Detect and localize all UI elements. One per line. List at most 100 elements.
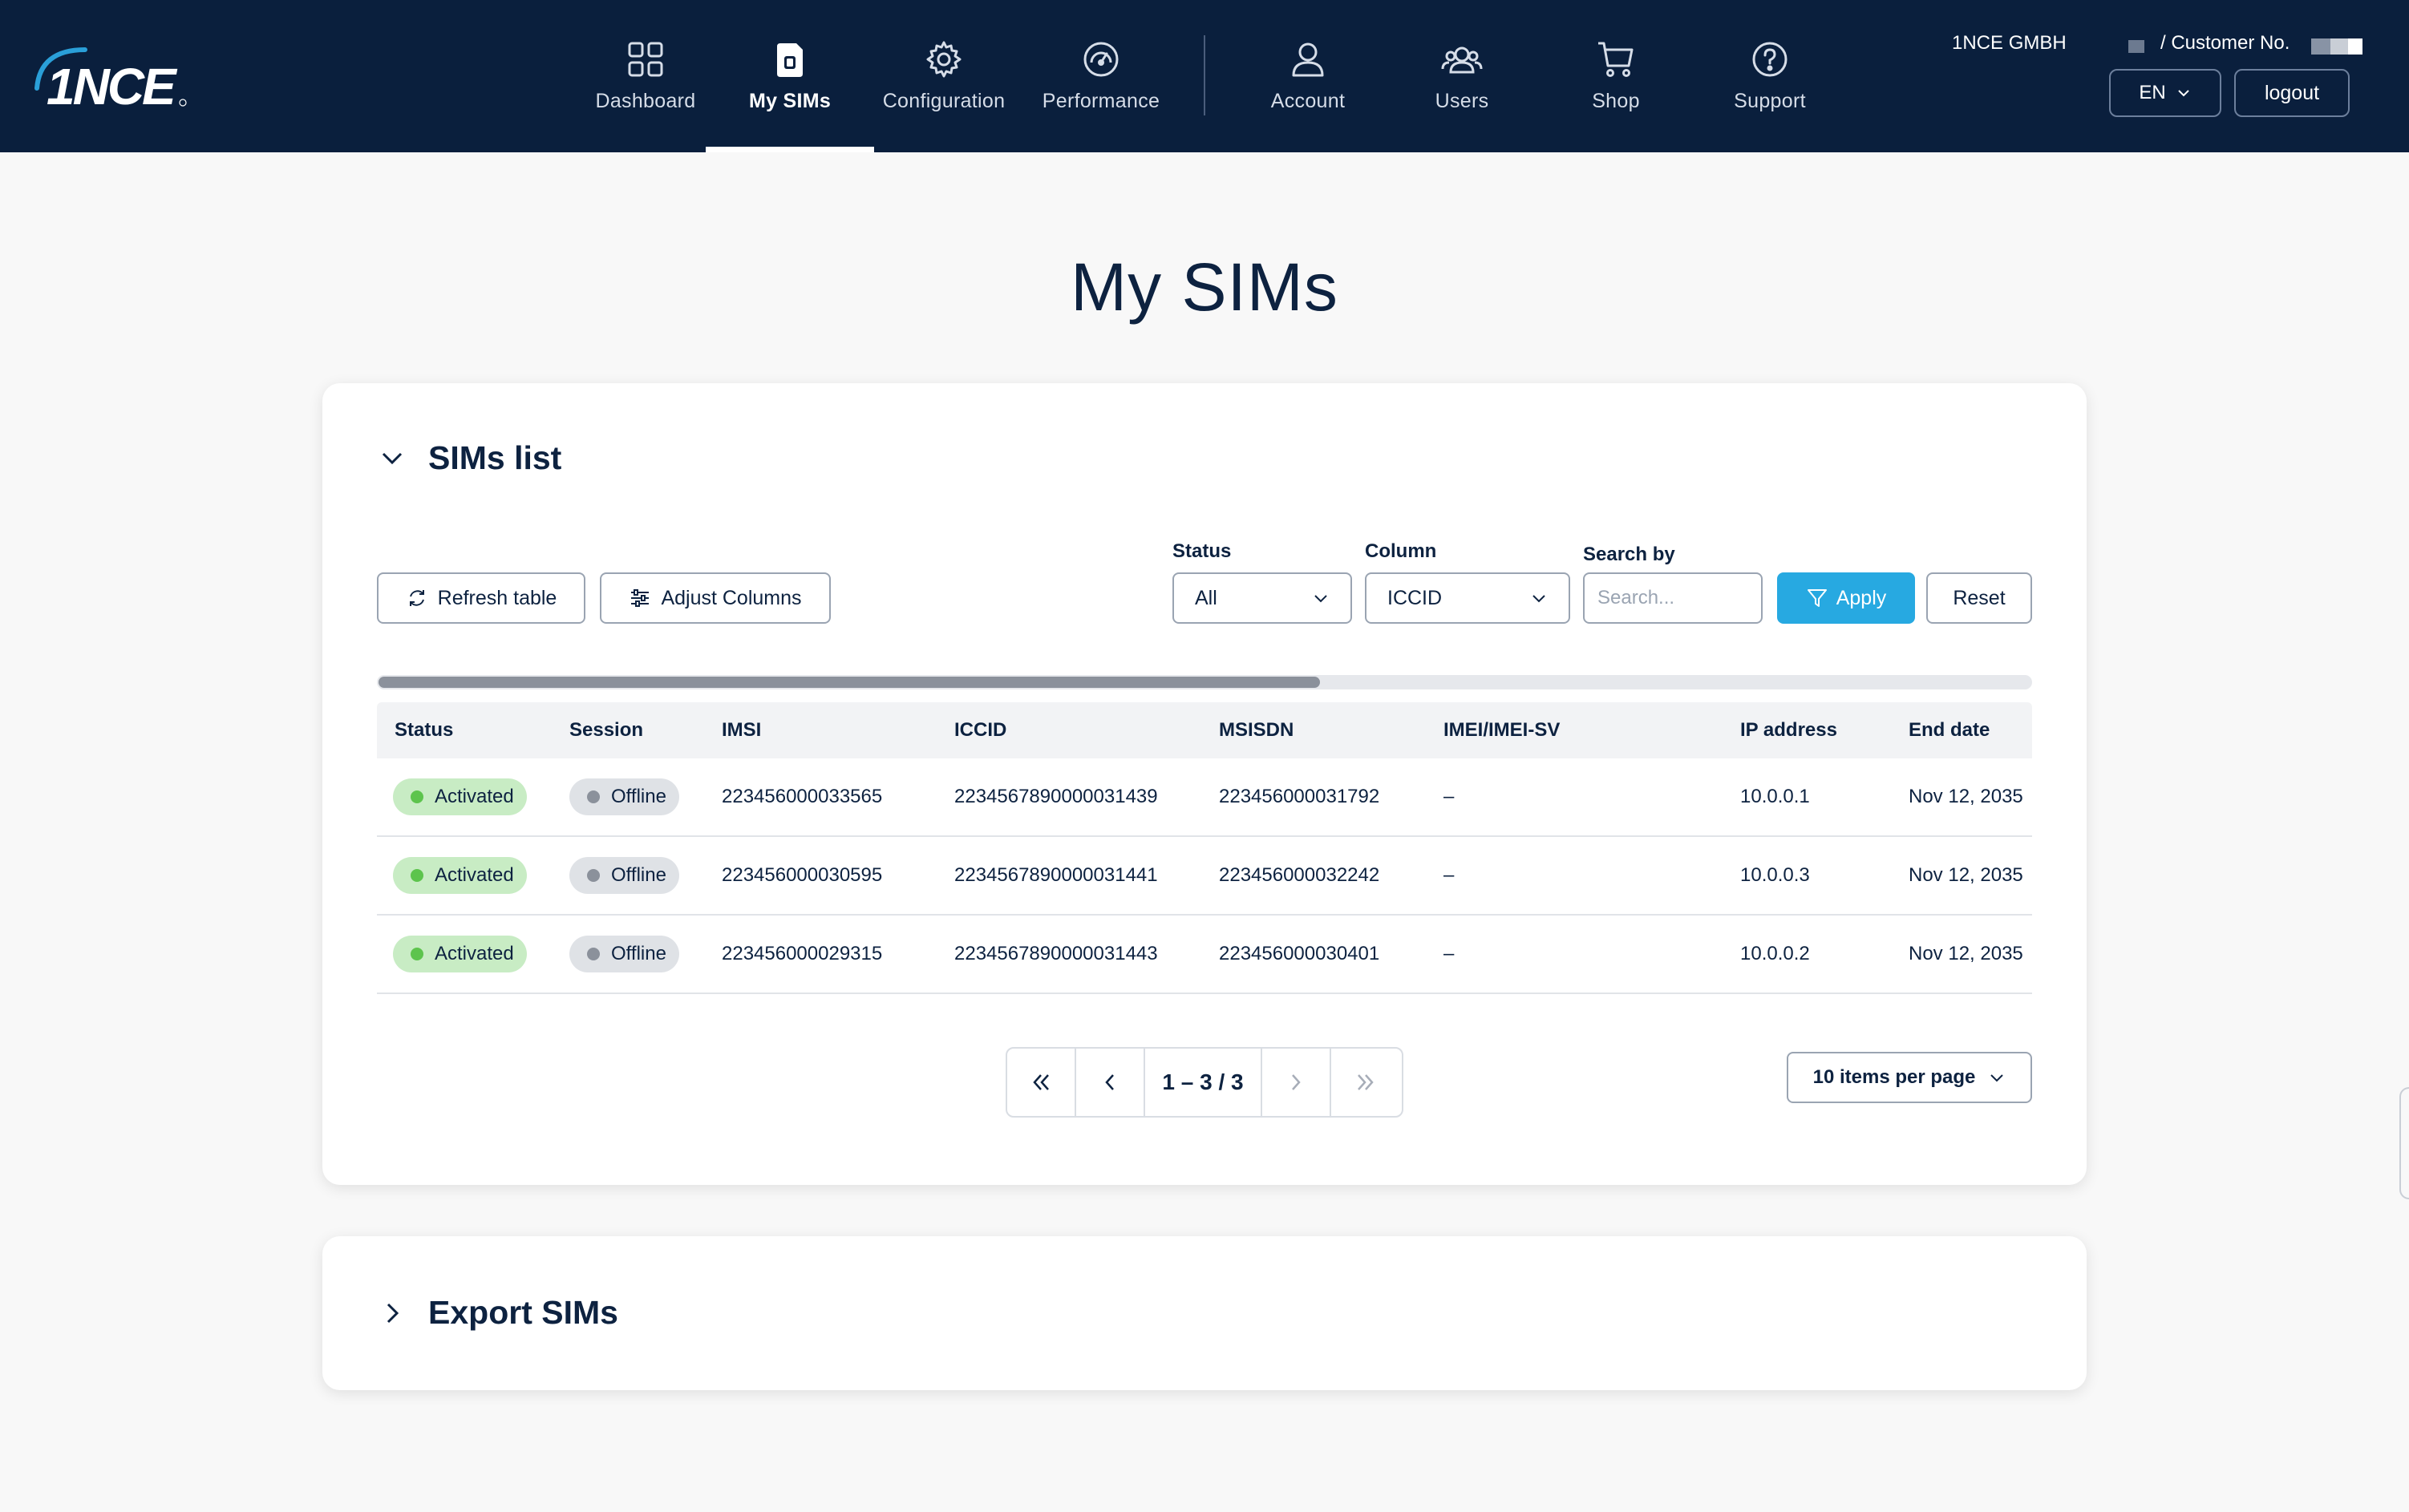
logout-button[interactable]: logout (2234, 69, 2350, 117)
refresh-icon (409, 590, 424, 606)
redacted-block (2348, 38, 2362, 55)
column-header-session[interactable]: Session (569, 719, 644, 741)
horizontal-scrollbar-thumb[interactable] (379, 677, 1320, 688)
status-text: Activated (435, 943, 514, 964)
nav-item-support[interactable]: Support (1686, 0, 1854, 152)
cart-icon (1595, 38, 1637, 80)
top-navigation-bar: 1NCE Dashboard My SIMs (0, 0, 2409, 152)
items-per-page-select[interactable]: 10 items per page (1787, 1052, 2032, 1103)
ip-address-cell: 10.0.0.1 (1740, 786, 1810, 807)
chevron-down-icon (1532, 595, 1545, 603)
status-text: Activated (435, 786, 514, 807)
msisdn-cell: 223456000030401 (1219, 943, 1380, 964)
msisdn-cell: 223456000032242 (1219, 864, 1380, 886)
nav-item-performance[interactable]: Performance (1017, 0, 1185, 152)
column-header-imei[interactable]: IMEI/IMEI-SV (1443, 719, 1561, 741)
horizontal-scrollbar[interactable] (377, 675, 2032, 689)
side-panel-handle[interactable] (2399, 1087, 2409, 1199)
export-sims-header[interactable]: Export SIMs (379, 1294, 618, 1332)
export-sims-card: Export SIMs (322, 1236, 2087, 1390)
nav-label-support: Support (1734, 90, 1806, 112)
last-page-button[interactable] (1331, 1049, 1400, 1116)
chevron-left-icon (1105, 1074, 1114, 1090)
nav-item-dashboard[interactable]: Dashboard (561, 0, 730, 152)
session-dot-icon (587, 948, 600, 960)
column-header-end-date[interactable]: End date (1909, 719, 1990, 741)
table-header: Status Session IMSI ICCID MSISDN IMEI/IM… (377, 702, 2032, 758)
adjust-columns-button[interactable]: Adjust Columns (600, 572, 831, 624)
nav-item-my-sims[interactable]: My SIMs (706, 0, 874, 152)
apply-button[interactable]: Apply (1777, 572, 1915, 624)
column-header-imsi[interactable]: IMSI (722, 719, 762, 741)
end-date-cell: Nov 12, 2035 (1909, 943, 2023, 964)
msisdn-cell: 223456000031792 (1219, 786, 1380, 807)
imsi-cell: 223456000033565 (722, 786, 883, 807)
chevron-down-icon (379, 445, 406, 472)
nav-label-shop: Shop (1592, 90, 1640, 112)
column-header-iccid[interactable]: ICCID (954, 719, 1007, 741)
grid-icon (625, 38, 666, 80)
status-filter-select[interactable]: All (1172, 572, 1352, 624)
table-row[interactable]: Activated Offline 223456000033565 223456… (377, 758, 2032, 837)
session-text: Offline (611, 864, 666, 886)
column-header-msisdn[interactable]: MSISDN (1219, 719, 1294, 741)
nav-item-account[interactable]: Account (1224, 0, 1392, 152)
session-dot-icon (587, 869, 600, 882)
customer-number-label: / Customer No. (2160, 32, 2290, 54)
imei-cell: – (1443, 943, 1455, 964)
status-dot-icon (411, 869, 423, 882)
pagination: 1 – 3 / 3 (1006, 1047, 1403, 1118)
previous-page-button[interactable] (1076, 1049, 1145, 1116)
language-select[interactable]: EN (2109, 69, 2221, 117)
iccid-cell: 2234567890000031443 (954, 943, 1158, 964)
sims-list-title: SIMs list (428, 439, 562, 476)
search-by-label: Search by (1583, 544, 1675, 565)
status-dot-icon (411, 790, 423, 803)
nav-label-my-sims: My SIMs (748, 90, 832, 112)
sims-list-header[interactable]: SIMs list (379, 439, 561, 477)
chevron-right-icon (1292, 1074, 1301, 1090)
refresh-table-button[interactable]: Refresh table (377, 572, 585, 624)
imsi-cell: 223456000030595 (722, 864, 883, 886)
language-value: EN (2139, 82, 2166, 103)
session-text: Offline (611, 943, 666, 964)
column-filter-select[interactable]: ICCID (1365, 572, 1570, 624)
redacted-block (2330, 38, 2348, 55)
column-header-ip-address[interactable]: IP address (1740, 719, 1837, 741)
page-range: 1 – 3 / 3 (1145, 1049, 1262, 1116)
nav-item-users[interactable]: Users (1378, 0, 1546, 152)
table-row[interactable]: Activated Offline 223456000030595 223456… (377, 837, 2032, 916)
export-sims-title: Export SIMs (428, 1294, 618, 1331)
nav-label-account: Account (1270, 90, 1346, 112)
iccid-cell: 2234567890000031441 (954, 864, 1158, 886)
sims-list-card: SIMs list Refresh table Adjust Columns S… (322, 383, 2087, 1185)
session-cell: Offline (569, 916, 679, 993)
users-icon (1441, 38, 1483, 80)
table-row[interactable]: Activated Offline 223456000029315 223456… (377, 916, 2032, 994)
reset-label: Reset (1953, 586, 2006, 609)
sliders-icon (631, 589, 650, 607)
nav-item-shop[interactable]: Shop (1532, 0, 1700, 152)
user-icon (1287, 38, 1329, 80)
nav-item-configuration[interactable]: Configuration (860, 0, 1028, 152)
filter-icon (1807, 589, 1827, 607)
next-page-button[interactable] (1262, 1049, 1331, 1116)
search-input[interactable] (1583, 572, 1763, 624)
nav-label-dashboard: Dashboard (595, 90, 696, 112)
status-filter-label: Status (1172, 540, 1232, 562)
brand-logo[interactable]: 1NCE (29, 40, 189, 112)
chevron-down-icon (1990, 1074, 2004, 1082)
imsi-cell: 223456000029315 (722, 943, 883, 964)
status-text: Activated (435, 864, 514, 886)
brand-logo-text: 1NCE (47, 58, 178, 112)
refresh-table-label: Refresh table (437, 586, 557, 609)
session-text: Offline (611, 786, 666, 807)
gauge-icon (1080, 38, 1122, 80)
double-chevron-left-icon (1033, 1074, 1049, 1090)
column-header-status[interactable]: Status (395, 719, 454, 741)
nav-divider (1204, 35, 1205, 115)
first-page-button[interactable] (1007, 1049, 1076, 1116)
items-per-page-value: 10 items per page (1812, 1066, 1976, 1088)
reset-button[interactable]: Reset (1926, 572, 2032, 624)
status-dot-icon (411, 948, 423, 960)
